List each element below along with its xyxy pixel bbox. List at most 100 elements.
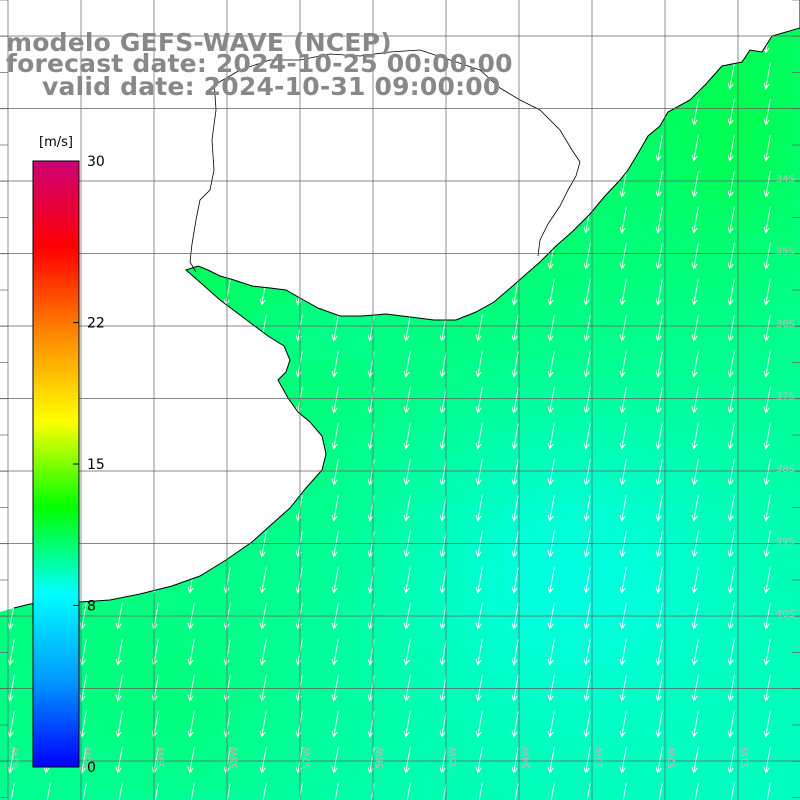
wind-arrow — [187, 675, 195, 702]
field-cell — [162, 792, 181, 800]
field-cell — [180, 666, 199, 685]
field-cell — [504, 360, 523, 379]
field-cell — [666, 324, 685, 343]
field-cell — [756, 234, 775, 253]
field-cell — [558, 504, 577, 523]
field-cell — [252, 576, 271, 595]
field-cell — [612, 594, 631, 613]
wind-arrow — [727, 243, 735, 270]
field-cell — [378, 540, 397, 559]
field-cell — [594, 558, 613, 577]
lon-label: 58W — [229, 747, 240, 770]
field-cell — [414, 504, 433, 523]
land-mass — [0, 0, 800, 612]
field-cell — [324, 558, 343, 577]
field-cell — [342, 378, 361, 397]
field-cell — [684, 234, 703, 253]
field-cell — [576, 612, 595, 631]
wind-arrow — [439, 567, 447, 594]
field-cell — [270, 612, 289, 631]
lon-label: 59W — [156, 747, 167, 770]
wind-arrow — [547, 315, 555, 342]
field-cell — [126, 702, 145, 721]
field-cell — [738, 648, 757, 667]
field-cell — [648, 414, 667, 433]
field-cell — [468, 702, 487, 721]
field-cell — [756, 540, 775, 559]
field-cell — [774, 558, 793, 577]
field-cell — [468, 360, 487, 379]
field-cell — [792, 576, 800, 595]
field-cell — [234, 684, 253, 703]
field-cell — [648, 522, 667, 541]
field-cell — [450, 792, 469, 800]
field-cell — [18, 648, 37, 667]
wind-arrow — [583, 675, 591, 702]
field-cell — [378, 504, 397, 523]
field-cell — [486, 720, 505, 739]
colorbar-tick-label: 30 — [87, 154, 105, 170]
wind-arrow — [727, 171, 735, 198]
field-cell — [504, 666, 523, 685]
wind-arrow — [511, 675, 519, 702]
field-cell — [234, 666, 253, 685]
field-cell — [684, 270, 703, 289]
wind-arrow — [547, 531, 555, 558]
field-cell — [738, 684, 757, 703]
field-cell — [486, 594, 505, 613]
field-cell — [234, 558, 253, 577]
colorbar-scale — [32, 160, 80, 768]
field-cell — [342, 504, 361, 523]
field-cell — [234, 792, 253, 800]
field-cell — [324, 522, 343, 541]
field-cell — [162, 648, 181, 667]
wind-arrow — [511, 459, 519, 486]
field-cell — [252, 666, 271, 685]
field-cell — [414, 522, 433, 541]
field-cell — [648, 162, 667, 181]
field-cell — [378, 396, 397, 415]
field-cell — [486, 756, 505, 775]
field-cell — [468, 756, 487, 775]
field-cell — [756, 198, 775, 217]
field-cell — [504, 630, 523, 649]
field-cell — [684, 558, 703, 577]
field-cell — [342, 522, 361, 541]
field-cell — [252, 720, 271, 739]
wind-arrow — [547, 423, 555, 450]
lon-label: 56W — [375, 747, 386, 770]
field-cell — [558, 684, 577, 703]
field-cell — [324, 378, 343, 397]
wind-arrow — [619, 639, 627, 666]
field-cell — [342, 468, 361, 487]
field-cell — [360, 324, 379, 343]
field-cell — [90, 792, 109, 800]
field-cell — [378, 648, 397, 667]
field-cell — [756, 756, 775, 775]
field-cell — [378, 558, 397, 577]
field-cell — [720, 396, 739, 415]
field-cell — [666, 198, 685, 217]
field-cell — [504, 486, 523, 505]
field-cell — [558, 342, 577, 361]
field-cell — [450, 360, 469, 379]
field-cell — [738, 792, 757, 800]
field-cell — [270, 756, 289, 775]
field-cell — [702, 666, 721, 685]
wind-arrow — [691, 207, 699, 234]
field-cell — [774, 216, 793, 235]
field-cell — [414, 486, 433, 505]
wind-arrow — [727, 207, 735, 234]
field-cell — [486, 576, 505, 595]
field-cell — [450, 702, 469, 721]
wind-arrow — [475, 675, 483, 702]
field-cell — [792, 738, 800, 757]
field-cell — [468, 792, 487, 800]
field-cell — [792, 306, 800, 325]
field-cell — [666, 288, 685, 307]
wind-arrow — [727, 459, 735, 486]
field-cell — [720, 270, 739, 289]
field-cell — [414, 378, 433, 397]
field-cell — [792, 324, 800, 343]
field-cell — [396, 486, 415, 505]
